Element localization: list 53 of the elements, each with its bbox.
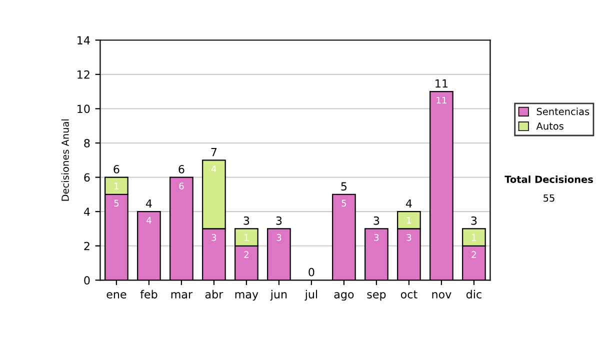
data-label: 2: [472, 251, 476, 258]
total-label: 3: [244, 216, 250, 225]
data-label: 3: [276, 234, 282, 241]
x-tick-label: jul: [304, 290, 318, 301]
total-label: 4: [406, 199, 412, 208]
legend-label: Sentencias: [536, 108, 590, 116]
data-label: 2: [244, 251, 248, 258]
data-label: 1: [472, 234, 476, 241]
y-tick-label: 0: [84, 276, 90, 285]
total-label: 7: [211, 148, 217, 156]
data-label: 11: [436, 96, 446, 104]
x-tick-label: sep: [367, 292, 386, 301]
text: Total Decisiones: [504, 175, 593, 184]
data-label: 1: [407, 217, 411, 224]
y-tick-label: 4: [84, 208, 90, 216]
x-tick-label: nov: [432, 292, 452, 298]
data-label: 3: [212, 234, 216, 241]
x-tick-label: feb: [140, 290, 158, 298]
data-label: 4: [146, 217, 152, 224]
total-label: 6: [178, 165, 184, 174]
total-label: 6: [114, 165, 120, 174]
legend-label: Autos: [536, 122, 564, 130]
total-label: 3: [471, 216, 477, 225]
y-tick-label: 14: [78, 36, 90, 44]
total-label: 5: [341, 182, 347, 191]
y-tick-label: 10: [78, 104, 90, 114]
y-tick-label: 8: [84, 138, 90, 148]
y-tick-label: 12: [78, 70, 90, 79]
y-tick-label: 6: [84, 173, 90, 182]
data-label: 3: [406, 234, 412, 241]
x-tick-label: abr: [205, 290, 224, 298]
data-label: 6: [179, 182, 184, 190]
total-label: 11: [436, 79, 448, 88]
x-tick-label: mar: [171, 292, 193, 298]
data-label: 4: [212, 166, 216, 172]
y-axis-title: Decisiones Anual: [61, 119, 69, 201]
text: 55: [544, 194, 554, 202]
total-label: 3: [374, 216, 380, 225]
data-label: 1: [114, 182, 118, 190]
x-tick-label: jun: [270, 290, 287, 301]
y-tick-label: 2: [84, 242, 90, 250]
data-label: 1: [244, 234, 248, 241]
x-tick-label: may: [235, 292, 258, 301]
x-tick-label: ago: [334, 292, 354, 301]
data-label: 3: [374, 234, 379, 241]
data-label: 5: [114, 200, 119, 207]
x-tick-label: oct: [400, 290, 418, 298]
total-label: 3: [276, 216, 282, 225]
x-tick-label: ene: [106, 292, 126, 298]
data-label: 5: [342, 200, 346, 207]
x-tick-label: dic: [466, 290, 482, 298]
total-label: 0: [308, 268, 314, 276]
total-label: 4: [146, 199, 152, 208]
